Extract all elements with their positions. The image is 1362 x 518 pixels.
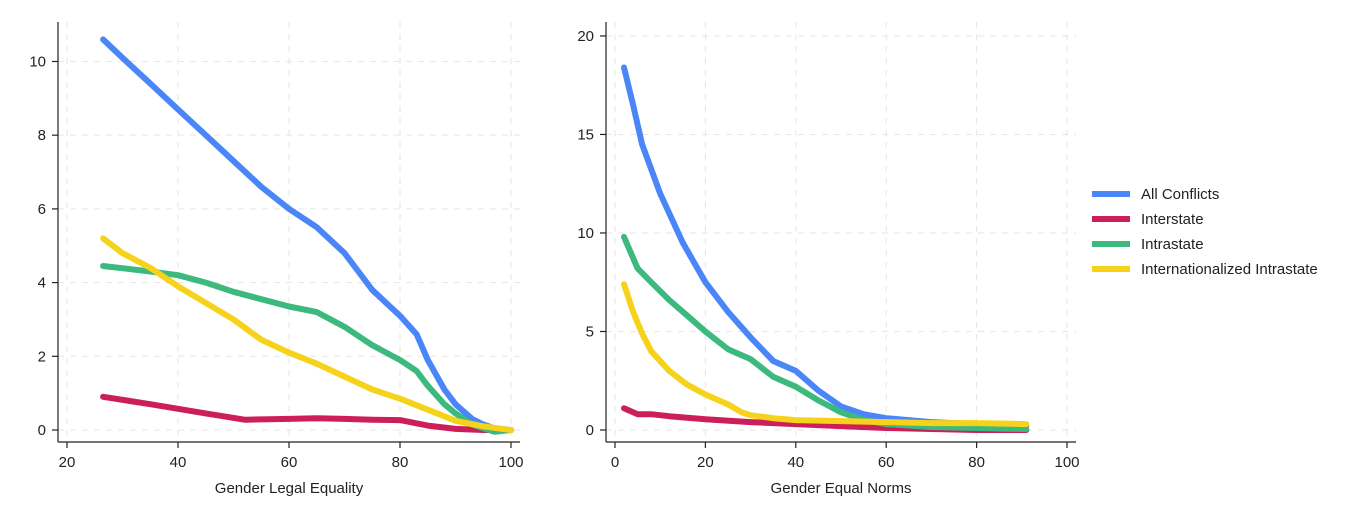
legend-label: Internationalized Intrastate	[1141, 261, 1318, 278]
legend-label: Intrastate	[1141, 236, 1204, 253]
left-panel-gender-legal-equality: 20 40 60 80 100 0 2 4 6 8 10 Gender Legal Equality	[29, 22, 524, 497]
x-tick-label: 100	[1054, 454, 1079, 471]
x-tick-label: 80	[392, 454, 409, 471]
y-tick-label: 0	[586, 422, 594, 439]
x-axis-title: Gender Equal Norms	[771, 480, 912, 497]
y-tick-label: 10	[29, 53, 46, 70]
y-tick-label: 2	[38, 348, 46, 365]
y-tick-label: 0	[38, 422, 46, 439]
y-tick-label: 5	[586, 323, 594, 340]
series-line-interstate	[100, 393, 514, 433]
legend-label: Interstate	[1141, 211, 1204, 228]
series-line-intrastate	[621, 233, 1030, 432]
x-axis-title: Gender Legal Equality	[215, 480, 364, 497]
y-tick-label: 6	[38, 201, 46, 218]
series-line-all-conflicts	[621, 64, 1030, 430]
y-tick-label: 8	[38, 127, 46, 144]
series-line-internationalized-intrastate	[100, 235, 514, 433]
x-tick-label: 40	[170, 454, 187, 471]
x-tick-label: 60	[878, 454, 895, 471]
legend: All Conflicts Interstate Intrastate Interna…	[1092, 186, 1318, 278]
y-tick-label: 10	[577, 225, 594, 242]
x-tick-label: 80	[968, 454, 985, 471]
y-tick-label: 4	[38, 275, 46, 292]
x-tick-label: 60	[281, 454, 298, 471]
x-tick-label: 100	[498, 454, 523, 471]
legend-label: All Conflicts	[1141, 186, 1219, 203]
x-tick-label: 20	[697, 454, 714, 471]
y-tick-label: 20	[577, 28, 594, 45]
right-panel-gender-equal-norms: 0 20 40 60 80 100 0 5 10 15 20 Gender Equal Norms	[577, 22, 1080, 497]
x-tick-label: 0	[611, 454, 619, 471]
x-tick-label: 40	[787, 454, 804, 471]
x-tick-label: 20	[59, 454, 76, 471]
series-line-all-conflicts	[100, 36, 514, 433]
y-tick-label: 15	[577, 126, 594, 143]
series-line-internationalized-intrastate	[621, 281, 1030, 428]
